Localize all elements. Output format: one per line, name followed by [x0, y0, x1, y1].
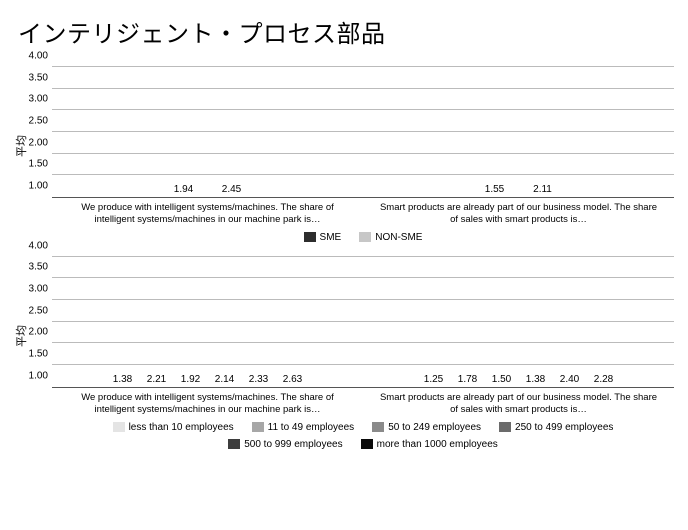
legend-swatch — [499, 422, 511, 432]
bar-value-label: 1.25 — [424, 374, 443, 385]
bar-value-label: 2.63 — [283, 374, 302, 385]
legend-item: NON-SME — [359, 232, 422, 243]
legend-item: 500 to 999 employees — [228, 439, 342, 450]
bar-value-label: 1.50 — [492, 374, 511, 385]
legend-item: 11 to 49 employees — [252, 422, 355, 433]
legend-swatch — [113, 422, 125, 432]
bar-value-label: 1.38 — [113, 374, 132, 385]
legend-item: 250 to 499 employees — [499, 422, 613, 433]
legend-item: SME — [304, 232, 342, 243]
legend-swatch — [359, 232, 371, 242]
plot-area-2: 4.003.503.002.502.001.501.001.382.211.92… — [52, 257, 674, 388]
legend-swatch — [361, 439, 373, 449]
bar-value-label: 2.33 — [249, 374, 268, 385]
y-tick-label: 4.00 — [18, 240, 48, 251]
y-tick-label: 4.00 — [18, 51, 48, 62]
bar-value-label: 2.11 — [533, 184, 552, 195]
bar-value-label: 2.40 — [560, 374, 579, 385]
y-tick-label: 2.50 — [18, 116, 48, 127]
bar-value-label: 2.28 — [594, 374, 613, 385]
legend-label: less than 10 employees — [129, 422, 234, 433]
category-label: Smart products are already part of our b… — [363, 198, 674, 226]
legend-label: 250 to 499 employees — [515, 422, 613, 433]
bar-value-label: 2.45 — [222, 184, 241, 195]
y-tick-label: 3.50 — [18, 72, 48, 83]
bar-value-label: 1.92 — [181, 374, 200, 385]
y-tick-label: 1.00 — [18, 370, 48, 381]
category-label: We produce with intelligent systems/mach… — [52, 388, 363, 416]
legend-item: 50 to 249 employees — [372, 422, 481, 433]
y-tick-label: 2.50 — [18, 305, 48, 316]
legend-swatch — [228, 439, 240, 449]
legend-item: more than 1000 employees — [361, 439, 498, 450]
legend-label: 11 to 49 employees — [268, 422, 355, 433]
bar-value-label: 2.14 — [215, 374, 234, 385]
plot-area-1: 4.003.503.002.502.001.501.001.942.451.55… — [52, 67, 674, 198]
bar-value-label: 1.55 — [485, 184, 504, 195]
chart-sme-nonsme: 平均 4.003.503.002.502.001.501.001.942.451… — [14, 67, 674, 226]
y-tick-label: 3.00 — [18, 284, 48, 295]
bar-value-label: 1.94 — [174, 184, 193, 195]
legend-label: 50 to 249 employees — [388, 422, 481, 433]
y-tick-label: 3.00 — [18, 94, 48, 105]
y-tick-label: 1.50 — [18, 349, 48, 360]
legend-label: more than 1000 employees — [377, 439, 498, 450]
legend-swatch — [252, 422, 264, 432]
bar-value-label: 2.21 — [147, 374, 166, 385]
y-tick-label: 1.00 — [18, 181, 48, 192]
bar-value-label: 1.38 — [526, 374, 545, 385]
y-tick-label: 2.00 — [18, 327, 48, 338]
category-label: We produce with intelligent systems/mach… — [52, 198, 363, 226]
legend-label: SME — [320, 232, 342, 243]
legend-2: less than 10 employees 11 to 49 employees… — [52, 422, 674, 450]
category-label: Smart products are already part of our b… — [363, 388, 674, 416]
y-tick-label: 2.00 — [18, 137, 48, 148]
legend-label: 500 to 999 employees — [244, 439, 342, 450]
bar-value-label: 1.78 — [458, 374, 477, 385]
y-tick-label: 3.50 — [18, 262, 48, 273]
chart-by-size: 平均 4.003.503.002.502.001.501.001.382.211… — [14, 257, 674, 416]
page-title: インテリジェント・プロセス部品 — [18, 14, 674, 49]
legend-swatch — [304, 232, 316, 242]
legend-swatch — [372, 422, 384, 432]
y-tick-label: 1.50 — [18, 159, 48, 170]
legend-label: NON-SME — [375, 232, 422, 243]
legend-item: less than 10 employees — [113, 422, 234, 433]
legend-1: SME NON-SME — [52, 232, 674, 243]
